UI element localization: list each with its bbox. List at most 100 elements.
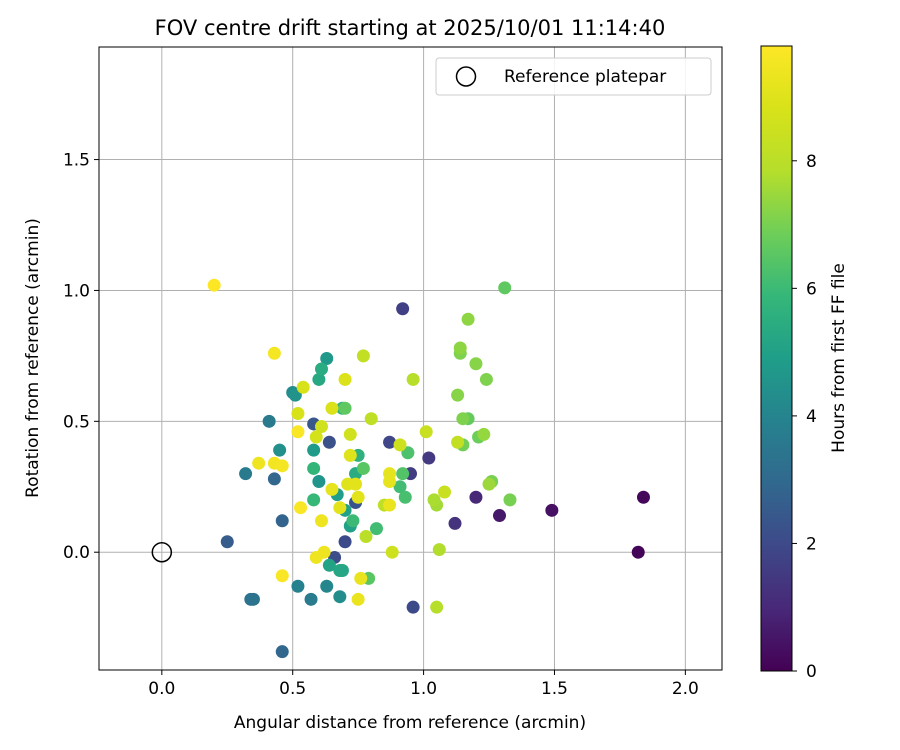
scatter-point [349, 477, 363, 491]
scatter-point [354, 571, 368, 585]
x-axis-ticks: 0.0 0.5 1.0 1.5 2.0 [148, 670, 699, 699]
scatter-point [448, 516, 462, 530]
scatter-point [262, 414, 276, 428]
colorbar-tick-label: 4 [806, 407, 817, 427]
scatter-point [456, 412, 470, 426]
scatter-point [498, 281, 512, 295]
scatter-point [396, 467, 410, 481]
scatter-point [396, 302, 410, 316]
x-tick-label: 1.0 [410, 679, 437, 699]
scatter-point [383, 435, 397, 449]
scatter-point [369, 522, 383, 536]
scatter-point [291, 425, 305, 439]
scatter-point [312, 372, 326, 386]
scatter-point [419, 425, 433, 439]
scatter-point [275, 645, 289, 659]
x-tick-label: 0.0 [148, 679, 175, 699]
scatter-point [479, 372, 493, 386]
scatter-point [406, 600, 420, 614]
scatter-point [294, 501, 308, 515]
scatter-point [430, 600, 444, 614]
scatter-point [401, 446, 415, 460]
scatter-point [453, 341, 467, 355]
scatter-point [335, 564, 349, 578]
scatter-point [252, 456, 266, 470]
scatter-point [469, 357, 483, 371]
scatter-point [503, 493, 517, 507]
scatter-point [315, 420, 328, 434]
legend-marker-icon [455, 66, 477, 87]
scatter-point [383, 498, 397, 512]
scatter-point [493, 509, 506, 523]
scatter-point [291, 579, 305, 593]
scatter-point [296, 380, 310, 394]
scatter-point [320, 352, 334, 365]
scatter-point [451, 388, 465, 402]
scatter-point [275, 459, 289, 473]
scatter-point [309, 550, 323, 564]
scatter-point [461, 312, 475, 326]
scatter-point [338, 535, 352, 549]
y-tick-label: 0.0 [63, 543, 90, 563]
plot-area [99, 47, 722, 670]
scatter-point [351, 592, 365, 606]
scatter-point [307, 493, 321, 507]
scatter-point [338, 401, 352, 415]
scatter-point [239, 467, 253, 481]
scatter-point [267, 472, 281, 486]
scatter-point [333, 501, 347, 515]
x-tick-label: 1.5 [541, 679, 568, 699]
scatter-point [636, 490, 650, 504]
scatter-point [275, 569, 289, 583]
scatter-point [477, 427, 491, 441]
scatter-point [320, 579, 334, 593]
scatter-point [364, 412, 378, 426]
colorbar-label: Hours from first FF file [829, 263, 849, 453]
x-tick-label: 0.5 [279, 679, 306, 699]
scatter-point [427, 493, 441, 507]
scatter-point [343, 427, 357, 441]
scatter-point [351, 490, 365, 504]
scatter-point [207, 278, 221, 292]
scatter-point [275, 514, 289, 528]
scatter-point [393, 480, 407, 494]
scatter-point [267, 346, 281, 360]
scatter-point [304, 592, 318, 606]
colorbar-tick-label: 0 [806, 662, 817, 682]
scatter-point [309, 430, 323, 444]
scatter-point [333, 590, 347, 604]
scatter-point [356, 461, 370, 475]
scatter-point [393, 438, 407, 452]
x-tick-label: 2.0 [672, 679, 699, 699]
scatter-point [545, 503, 559, 517]
scatter-point [273, 443, 287, 457]
y-axis-label: Rotation from reference (arcmin) [23, 218, 43, 498]
scatter-point [325, 482, 339, 496]
scatter-point [291, 406, 305, 420]
y-axis-ticks: 0.0 0.5 1.0 1.5 [63, 151, 99, 563]
y-tick-label: 1.5 [63, 151, 90, 171]
scatter-point [315, 362, 328, 376]
scatter-point [469, 490, 483, 504]
scatter-point [383, 467, 397, 481]
scatter-point [325, 401, 339, 415]
colorbar-ticks: 0 2 4 6 8 [792, 152, 817, 682]
scatter-point [406, 372, 420, 386]
scatter-point [451, 435, 465, 449]
colorbar [760, 45, 793, 672]
reference-platepar-marker [151, 541, 173, 563]
scatter-point [220, 535, 234, 549]
scatter-point [631, 545, 645, 559]
scatter-point [359, 530, 373, 543]
scatter-point [398, 490, 412, 504]
grid-lines [99, 47, 722, 670]
colorbar-tick-label: 2 [806, 534, 817, 554]
scatter-point [343, 448, 357, 462]
legend-label: Reference platepar [504, 67, 666, 87]
chart-title: FOV centre drift starting at 2025/10/01 … [155, 16, 666, 40]
legend-box [435, 57, 712, 96]
scatter-point [322, 558, 336, 572]
scatter-point [322, 435, 336, 449]
scatter-point [346, 514, 360, 528]
